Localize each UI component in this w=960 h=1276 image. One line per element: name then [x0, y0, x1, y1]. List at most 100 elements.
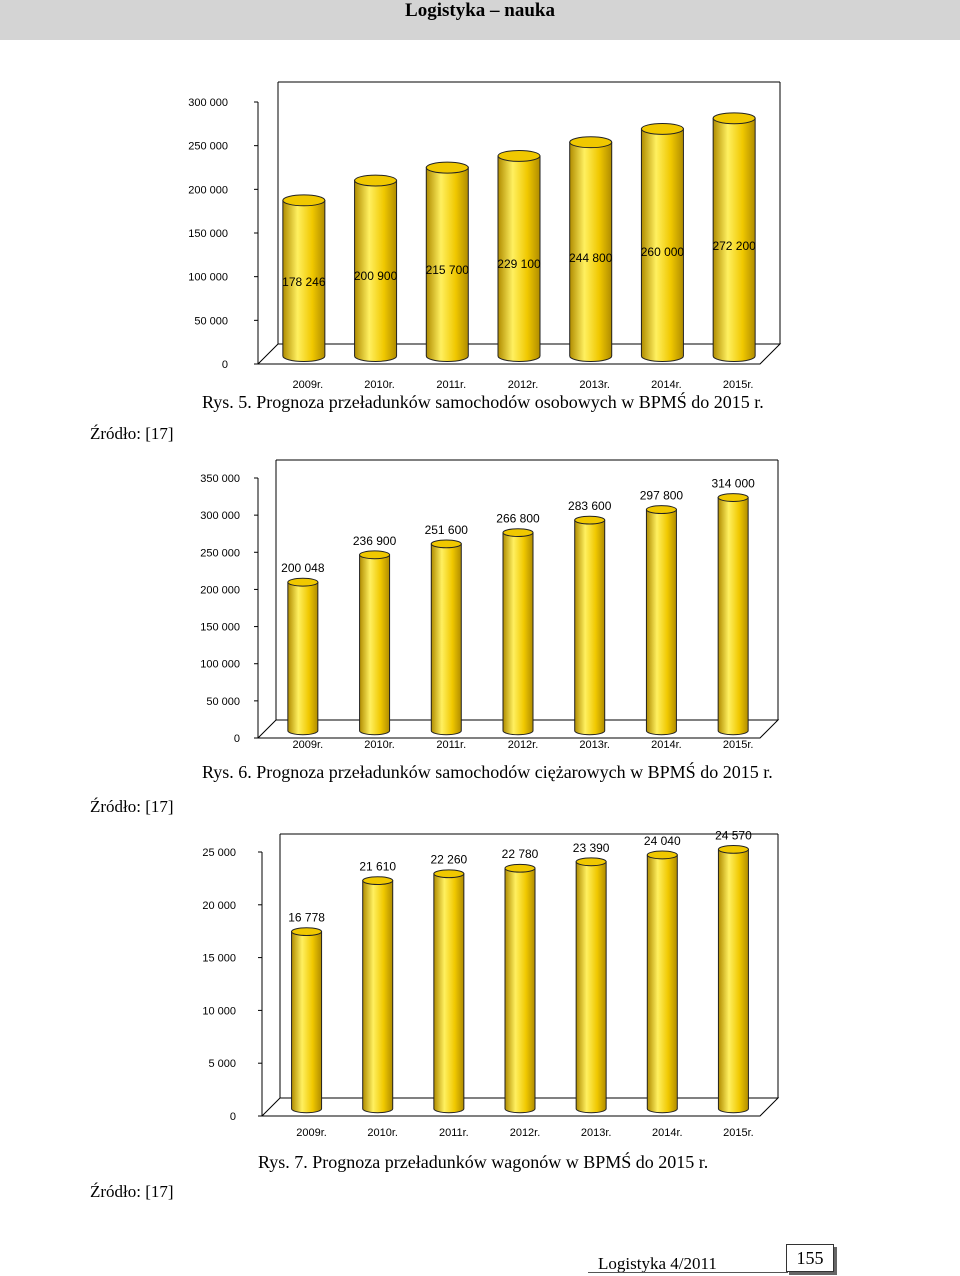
data-label-2010r.: 236 900 [353, 534, 397, 548]
x-tick-label: 2013r. [579, 379, 610, 391]
bar-top-2014r. [640, 122, 684, 135]
bar-top-2009r. [291, 927, 323, 937]
x-tick-label: 2012r. [510, 1127, 541, 1139]
y-tick-label: 250 000 [200, 547, 240, 559]
bar-top-2012r. [502, 528, 534, 538]
x-tick-label: 2015r. [723, 739, 754, 751]
bar-2010r. [362, 880, 394, 1114]
x-tick-label: 2009r. [293, 739, 324, 751]
bar-2011r. [430, 543, 462, 736]
data-label-2013r.: 23 390 [573, 841, 610, 855]
data-label-2009r.: 16 778 [288, 911, 325, 925]
bar-2012r. [502, 532, 534, 736]
y-tick-label: 100 000 [200, 659, 240, 671]
y-tick-label: 50 000 [206, 696, 240, 708]
data-label-2012r.: 266 800 [496, 512, 540, 526]
figure-source-7: Źródło: [17] [90, 1182, 174, 1201]
x-tick-label: 2013r. [579, 739, 610, 751]
data-label-2015r.: 272 200 [712, 239, 756, 253]
figure-caption-7: Rys. 7. Prognoza przeładunków wagonów w … [258, 1152, 709, 1172]
bar-2014r. [645, 509, 677, 736]
y-tick-label: 150 000 [200, 622, 240, 634]
bar-2013r. [575, 861, 607, 1114]
y-tick-label: 0 [222, 359, 228, 371]
figure-caption-6: Rys. 6. Prognoza przeładunków samochodów… [202, 762, 773, 782]
bar-2014r. [646, 854, 678, 1114]
y-tick-label: 350 000 [200, 473, 240, 485]
y-tick-label: 0 [230, 1111, 236, 1123]
running-header: Logistyka – nauka [0, 0, 960, 40]
bar-top-2010r. [354, 174, 398, 187]
data-label-2013r.: 244 800 [569, 251, 613, 265]
bar-top-2010r. [362, 876, 394, 885]
plot-back-wall-left [257, 82, 279, 365]
y-tick-label: 250 000 [188, 141, 228, 153]
data-label-2014r.: 260 000 [641, 245, 685, 259]
data-label-2011r.: 251 600 [425, 523, 469, 537]
bar-top-2013r. [575, 857, 607, 867]
bar-top-2011r. [425, 161, 469, 174]
bar-top-2009r. [287, 577, 319, 587]
x-tick-label: 2010r. [364, 379, 395, 391]
bar-2015r. [712, 117, 756, 362]
x-tick-label: 2011r. [436, 739, 466, 751]
footer-journal: Logistyka 4/2011 [598, 1254, 717, 1273]
x-tick-label: 2011r. [439, 1127, 469, 1139]
bar-top-2013r. [569, 136, 613, 149]
data-label-2012r.: 22 780 [502, 847, 539, 861]
bar-2012r. [497, 155, 541, 362]
page-number: 155 [786, 1244, 834, 1272]
plot-back-wall-left [261, 834, 281, 1117]
x-tick-label: 2010r. [367, 1127, 398, 1139]
y-tick-label: 0 [234, 733, 240, 745]
y-tick-label: 5 000 [208, 1058, 236, 1070]
x-tick-label: 2011r. [436, 379, 466, 391]
data-label-2015r.: 24 570 [715, 828, 752, 842]
y-tick-label: 100 000 [188, 272, 228, 284]
x-tick-label: 2014r. [651, 739, 682, 751]
bar-2009r. [291, 931, 323, 1114]
data-label-2014r.: 297 800 [640, 489, 684, 503]
x-tick-label: 2009r. [293, 379, 324, 391]
y-tick-label: 10 000 [202, 1005, 236, 1017]
chart-passenger-cars: 0 50 000 100 000 150 000 200 000 250 000 300 0… [188, 81, 782, 391]
data-label-2012r.: 229 100 [497, 257, 541, 271]
bar-top-2014r. [646, 850, 678, 860]
bar-top-2015r. [717, 493, 749, 502]
y-tick-label: 200 000 [188, 184, 228, 196]
bar-top-2015r. [712, 112, 756, 125]
bar-top-2012r. [497, 149, 541, 162]
x-tick-label: 2014r. [652, 1127, 683, 1139]
y-tick-label: 300 000 [200, 510, 240, 522]
bar-top-2012r. [504, 863, 536, 873]
data-label-2014r.: 24 040 [644, 834, 681, 848]
y-tick-label: 50 000 [194, 315, 228, 327]
y-tick-label: 200 000 [200, 584, 240, 596]
bar-2010r. [354, 180, 398, 362]
data-label-2015r.: 314 000 [711, 477, 755, 491]
x-tick-label: 2015r. [723, 379, 754, 391]
y-tick-label: 150 000 [188, 228, 228, 240]
y-tick-label: 25 000 [202, 847, 236, 859]
y-tick-label: 300 000 [188, 97, 228, 109]
bar-2009r. [287, 581, 319, 736]
bar-2011r. [433, 873, 465, 1114]
bar-top-2010r. [359, 550, 391, 560]
data-label-2009r.: 200 048 [281, 561, 325, 575]
bar-top-2009r. [282, 194, 326, 207]
chart-trucks: 0 50 000 100 000 150 000 200 000 250 000 300 0… [200, 459, 780, 751]
bar-2014r. [640, 128, 684, 362]
bar-top-2011r. [430, 539, 462, 549]
bar-top-2014r. [645, 505, 677, 514]
bar-top-2011r. [433, 869, 465, 879]
x-tick-label: 2012r. [508, 379, 539, 391]
data-label-2013r.: 283 600 [568, 499, 612, 513]
data-label-2009r.: 178 246 [282, 275, 326, 289]
y-tick-label: 15 000 [202, 953, 236, 965]
x-tick-label: 2014r. [651, 379, 682, 391]
data-label-2011r.: 22 260 [431, 853, 468, 867]
data-label-2011r.: 215 700 [426, 263, 470, 277]
bar-2015r. [717, 848, 749, 1114]
bar-2012r. [504, 867, 536, 1114]
figure-caption-5: Rys. 5. Prognoza przeładunków samochodów… [202, 392, 764, 412]
